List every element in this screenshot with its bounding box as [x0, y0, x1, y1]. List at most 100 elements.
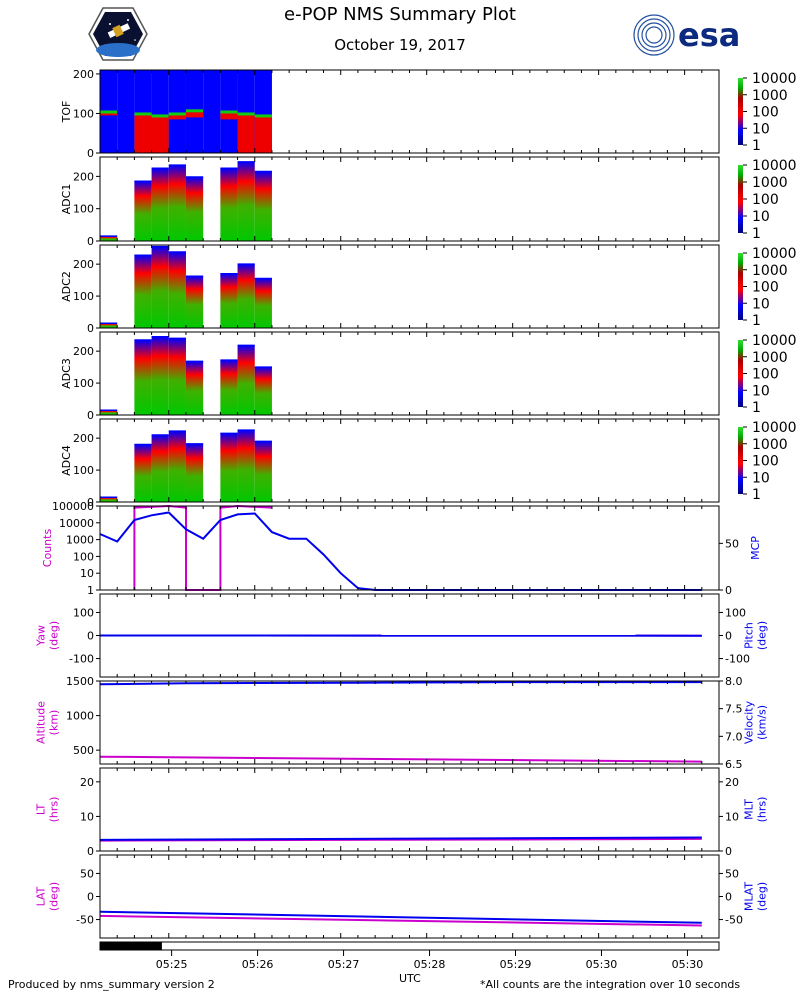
series-line-right	[99, 681, 702, 686]
tof-core	[185, 110, 204, 118]
right-axis-label: MCP	[749, 536, 762, 560]
colorbar-tick-label: 10000	[752, 420, 797, 436]
colorbar-tick-label: 100	[752, 280, 779, 296]
y-axis-label-line: ADC1	[60, 184, 73, 215]
y-tick-label: 100	[73, 377, 94, 390]
left-tick-label: 100000	[52, 500, 94, 513]
y-tick-label: 0	[87, 322, 94, 335]
y-tick-label: 100	[73, 290, 94, 303]
y-tick-label: 200	[73, 68, 94, 81]
plot-title: e-POP NMS Summary Plot	[284, 4, 516, 25]
right-tick-label: 0	[725, 845, 732, 858]
colorbar	[738, 253, 743, 320]
adc-column	[134, 255, 152, 328]
y-axis-label: ADC3	[60, 358, 73, 389]
left-axis-label-line: LAT	[35, 886, 48, 906]
left-axis-label-line: Altitude	[35, 701, 48, 744]
colorbar-tick-label: 10000	[752, 246, 797, 262]
y-tick-label: 100	[73, 107, 94, 120]
y-tick-label: 200	[73, 258, 94, 271]
y-axis-label-line: ADC2	[60, 271, 73, 302]
series-line-right	[99, 511, 702, 591]
right-tick-label: 20	[725, 776, 739, 789]
colorbar	[738, 427, 743, 494]
left-axis-label: Altitude (km)	[35, 701, 61, 744]
left-axis-label-line: (deg)	[48, 621, 61, 650]
adc-column	[100, 410, 118, 415]
y-tick-label: 0	[87, 409, 94, 422]
x-tick-label: 05:29	[500, 958, 532, 971]
right-tick-label: 6.5	[725, 758, 743, 771]
adc-column	[185, 177, 204, 241]
adc-column	[254, 367, 272, 415]
tof-peak	[151, 114, 169, 118]
footer-version: Produced by nms_summary version 2	[8, 978, 215, 991]
left-axis-label: Counts	[41, 529, 54, 568]
colorbar-tick-label: 100	[752, 105, 779, 121]
right-tick-label: -50	[725, 914, 743, 927]
adc-column	[220, 273, 238, 328]
series-line-right	[99, 836, 702, 841]
y-axis-label: TOF	[60, 101, 73, 124]
panel-frame	[99, 680, 720, 765]
left-axis-label-line: (km)	[48, 710, 61, 736]
esa-logo-text: esa	[678, 16, 740, 54]
right-axis-label-line: MLT	[743, 799, 756, 820]
adc-column	[168, 431, 186, 502]
adc-column	[220, 433, 238, 502]
colorbar-tick-label: 1	[752, 487, 761, 503]
tof-peak	[254, 114, 272, 118]
footer-note: *All counts are the integration over 10 …	[480, 978, 741, 991]
left-axis-label-line: Yaw	[35, 625, 48, 647]
right-axis-label-line: Pitch	[743, 622, 756, 649]
tof-peak	[134, 112, 152, 116]
left-axis-label-line: Counts	[41, 529, 54, 568]
colorbar-tick-label: 1	[752, 400, 761, 416]
tof-core	[254, 115, 272, 153]
left-tick-label: 0	[87, 891, 94, 904]
left-tick-label: 1	[87, 584, 94, 597]
tof-core	[151, 115, 169, 153]
colorbar-tick-label: 10000	[752, 71, 797, 87]
right-axis-label: MLT (hrs)	[743, 797, 769, 823]
plot-date: October 19, 2017	[334, 36, 466, 54]
panel-frame	[99, 505, 720, 591]
right-axis-label-line: Velocity	[743, 700, 756, 744]
y-tick-label: 0	[87, 147, 94, 160]
adc-column	[254, 278, 272, 328]
y-tick-label: 0	[87, 235, 94, 248]
series-line-right	[99, 910, 702, 924]
adc-column	[220, 360, 238, 415]
adc-column	[100, 497, 118, 502]
left-tick-label: 0	[87, 845, 94, 858]
colorbar-tick-label: 1000	[752, 263, 788, 279]
right-axis-label: Pitch (deg)	[743, 621, 769, 650]
adc-column	[254, 171, 272, 241]
adc-column	[134, 444, 152, 502]
adc-column	[151, 336, 169, 415]
colorbar-tick-label: 1000	[752, 350, 788, 366]
adc-column	[168, 338, 186, 415]
colorbar-tick-label: 10	[752, 470, 770, 486]
tof-peak	[100, 110, 118, 114]
adc-column	[254, 441, 272, 502]
y-axis-label-line: ADC3	[60, 358, 73, 389]
colorbar-tick-label: 10	[752, 121, 770, 137]
left-tick-label: 10	[80, 567, 94, 580]
right-axis-label-line: (deg)	[756, 882, 769, 911]
adc-column	[185, 276, 204, 328]
right-tick-label: -100	[725, 653, 750, 666]
coverage-bar	[100, 942, 162, 950]
colorbar-tick-label: 100	[752, 192, 779, 208]
right-axis-label: Velocity (km/s)	[743, 700, 769, 744]
series-line-left	[133, 504, 272, 591]
esa-logo-icon: esa	[633, 14, 740, 56]
y-axis-label-line: TOF	[60, 101, 73, 124]
left-axis-label: LAT (deg)	[35, 882, 61, 911]
colorbar-tick-label: 1	[752, 226, 761, 242]
adc-column	[237, 161, 255, 241]
right-axis-label-line: MLAT	[743, 882, 756, 912]
adc-column	[220, 168, 238, 241]
tof-peak	[220, 110, 238, 114]
